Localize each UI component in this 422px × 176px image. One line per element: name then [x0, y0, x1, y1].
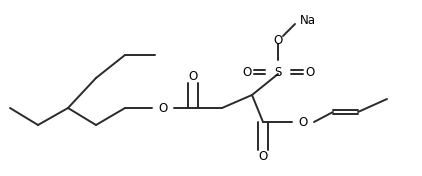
Text: O: O — [273, 33, 283, 46]
Text: O: O — [242, 65, 252, 78]
Text: O: O — [298, 115, 308, 128]
Text: Na: Na — [300, 14, 316, 27]
Text: O: O — [258, 149, 268, 162]
Text: O: O — [158, 102, 168, 115]
Text: O: O — [188, 70, 197, 83]
Text: S: S — [274, 65, 282, 78]
Text: O: O — [306, 65, 315, 78]
